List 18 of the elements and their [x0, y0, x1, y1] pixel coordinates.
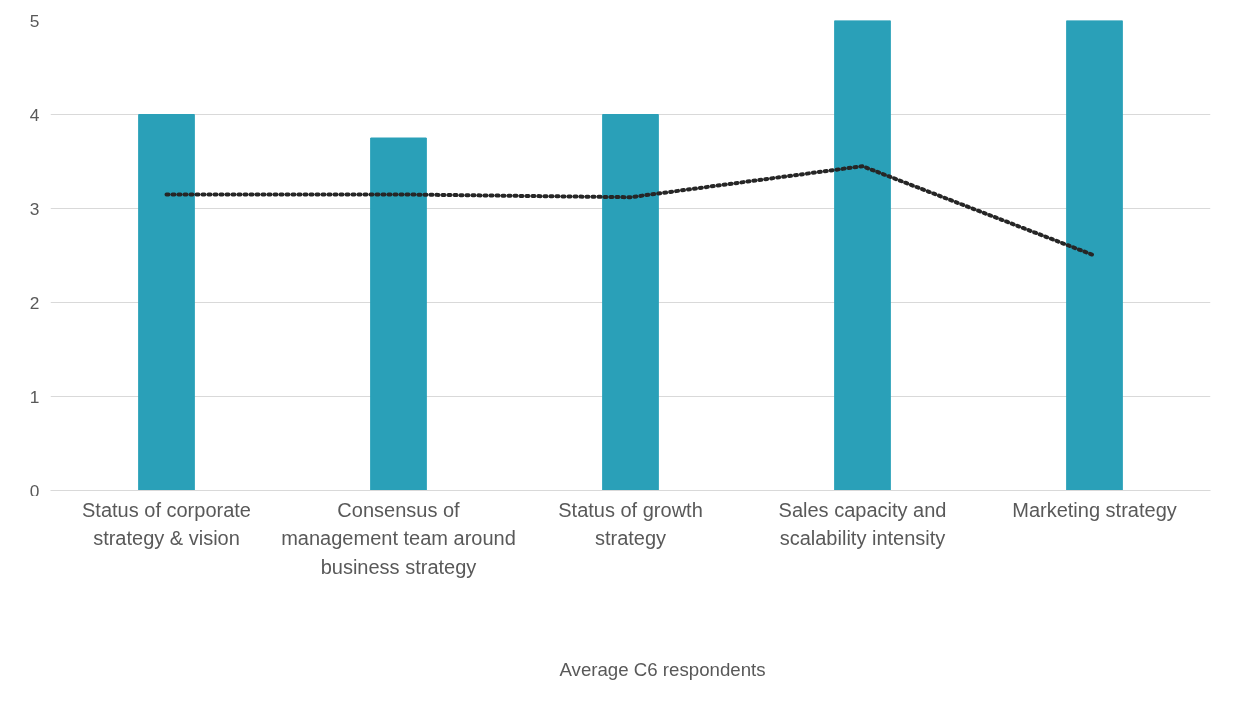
y-tick-label: 4	[29, 104, 40, 125]
bar	[602, 114, 659, 491]
bar	[1066, 20, 1123, 491]
line-series	[164, 164, 1097, 258]
y-tick-label: 5	[29, 10, 40, 31]
y-tick-label: 3	[29, 198, 40, 219]
text: Average C6 respondents	[559, 659, 766, 681]
x-tick-label: Status of growth strategy	[558, 498, 703, 550]
y-tick-label: 1	[29, 386, 40, 407]
x-tick-label: Marketing strategy	[1012, 498, 1177, 521]
y-tick-label: 2	[29, 292, 40, 313]
y-tick-label: 0	[29, 480, 40, 501]
x-tick-label: Status of corporate strategy & vision	[82, 498, 251, 550]
x-tick-label: Consensus of management team around business strategy	[281, 498, 516, 578]
bar	[370, 137, 427, 491]
x-tick-label: Sales capacity and scalability intensity	[778, 498, 947, 550]
bar	[138, 114, 195, 491]
bar	[834, 20, 891, 491]
